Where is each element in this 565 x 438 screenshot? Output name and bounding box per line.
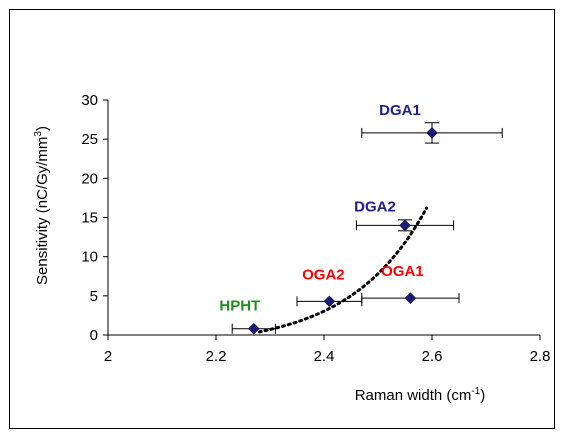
x-tick-labels: 2 2.2 2.4 2.6 2.8 — [104, 335, 551, 365]
point-label: DGA2 — [354, 198, 396, 215]
diamond-marker — [404, 292, 417, 305]
data-point-oga2: OGA2 — [296, 266, 363, 308]
diamond-marker — [426, 127, 438, 139]
y-tick-label: 5 — [90, 288, 98, 305]
y-tick-label: 10 — [81, 249, 98, 266]
x-tick-label: 2.6 — [422, 348, 443, 365]
data-point-oga1: OGA1 — [361, 263, 460, 305]
data-point-dga2: DGA2 — [354, 198, 455, 232]
diamond-marker — [323, 295, 336, 308]
data-points: HPHT OGA2 OGA1 DGA2 DGA1 — [219, 102, 503, 335]
x-tick-label: 2.2 — [206, 348, 227, 365]
point-label: HPHT — [219, 298, 260, 315]
point-label: OGA2 — [302, 266, 345, 283]
data-point-dga1: DGA1 — [361, 102, 503, 144]
chart-frame: 2 2.2 2.4 2.6 2.8 0 5 10 15 20 25 30 HPHT OGA2 OGA1 D… — [9, 9, 555, 429]
x-tick-label: 2 — [104, 348, 112, 365]
x-tick-label: 2.8 — [530, 348, 551, 365]
y-tick-label: 25 — [81, 131, 98, 148]
point-label: DGA1 — [379, 102, 421, 119]
diamond-marker — [247, 322, 260, 335]
scatter-chart: 2 2.2 2.4 2.6 2.8 0 5 10 15 20 25 30 HPHT OGA2 OGA1 D… — [33, 92, 551, 404]
y-axis-title: Sensitivity (nC/Gy/mm3) — [33, 126, 51, 285]
y-tick-labels: 0 5 10 15 20 25 30 — [81, 92, 108, 344]
x-tick-label: 2.4 — [314, 348, 335, 365]
y-tick-label: 0 — [90, 327, 98, 344]
y-tick-label: 20 — [81, 170, 98, 187]
point-label: OGA1 — [381, 263, 424, 280]
y-tick-label: 30 — [81, 92, 98, 109]
diamond-marker — [399, 219, 411, 232]
y-tick-label: 15 — [81, 210, 98, 227]
axes — [107, 100, 540, 336]
data-point-hpht: HPHT — [219, 298, 276, 335]
x-axis-title: Raman width (cm-1) — [355, 386, 486, 404]
